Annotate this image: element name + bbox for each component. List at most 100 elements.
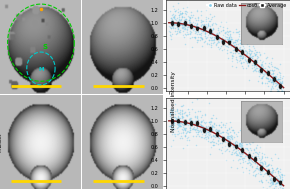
Point [170, 24, 175, 27]
Point [214, 127, 218, 130]
Point [191, 26, 195, 29]
Point [209, 16, 214, 19]
Point [186, 139, 191, 142]
Point [176, 124, 181, 127]
Point [230, 37, 234, 40]
Point [239, 43, 244, 46]
Point [276, 177, 280, 180]
Point [179, 134, 184, 137]
Point [225, 57, 230, 60]
Point [209, 129, 214, 132]
Point [230, 43, 235, 46]
Point [225, 129, 230, 132]
Point [177, 13, 182, 16]
Point [185, 28, 190, 31]
Point [243, 141, 247, 144]
Point [230, 129, 235, 132]
Point [232, 131, 236, 134]
Point [269, 75, 273, 78]
Point [181, 115, 186, 118]
Point [240, 156, 245, 159]
Point [255, 55, 260, 58]
Point [256, 152, 261, 155]
Point [241, 60, 246, 63]
Point [215, 29, 220, 32]
Point [278, 184, 283, 187]
Point [203, 31, 208, 34]
Point [182, 19, 186, 22]
Point [214, 129, 219, 132]
Point [231, 42, 235, 45]
Point [267, 162, 271, 165]
Point [239, 144, 243, 147]
Point [247, 161, 252, 164]
Point [270, 65, 275, 68]
Point [225, 39, 230, 42]
Point [224, 40, 229, 43]
Point [214, 34, 218, 37]
Point [175, 21, 180, 24]
Point [234, 43, 238, 46]
Point [176, 19, 181, 22]
Point [260, 72, 265, 75]
Point [275, 178, 279, 181]
Point [175, 122, 180, 125]
Point [273, 181, 278, 184]
Point [246, 158, 250, 161]
Point [198, 130, 203, 133]
Point [180, 24, 184, 27]
Point [221, 40, 225, 43]
Point [226, 135, 231, 138]
Point [186, 129, 191, 132]
Point [259, 64, 263, 67]
Point [206, 131, 210, 134]
Point [205, 22, 210, 25]
Point [244, 153, 248, 156]
Point [204, 35, 209, 38]
Point [255, 167, 260, 170]
Point [260, 63, 264, 66]
Point [205, 33, 210, 36]
Point [208, 24, 212, 27]
Point [261, 161, 265, 164]
Point [260, 160, 264, 163]
Point [195, 22, 199, 25]
Point [200, 36, 204, 39]
Point [180, 130, 185, 133]
Point [242, 151, 247, 154]
Point [253, 59, 258, 62]
Point [223, 30, 228, 33]
Point [229, 125, 233, 128]
Point [269, 167, 274, 170]
Point [180, 115, 184, 118]
Point [257, 52, 262, 55]
Point [175, 126, 179, 129]
Point [228, 131, 233, 134]
Point [259, 165, 264, 168]
Point [209, 29, 213, 32]
Point [206, 24, 211, 27]
Point [277, 176, 282, 179]
Point [249, 159, 254, 162]
Point [273, 187, 278, 189]
Point [233, 150, 237, 153]
Point [187, 24, 192, 27]
Point [226, 46, 230, 49]
Point [178, 10, 183, 13]
Point [209, 38, 214, 41]
Point [177, 24, 182, 27]
Point [268, 89, 273, 92]
Point [240, 145, 245, 148]
Point [170, 138, 175, 141]
Point [261, 169, 266, 172]
Point [250, 140, 255, 143]
Point [219, 21, 223, 24]
Point [171, 123, 176, 126]
Point [252, 159, 257, 162]
Point [269, 87, 273, 90]
Point [236, 144, 241, 147]
Point [248, 59, 253, 62]
Point [188, 31, 193, 34]
Point [168, 144, 173, 147]
Point [253, 59, 258, 62]
